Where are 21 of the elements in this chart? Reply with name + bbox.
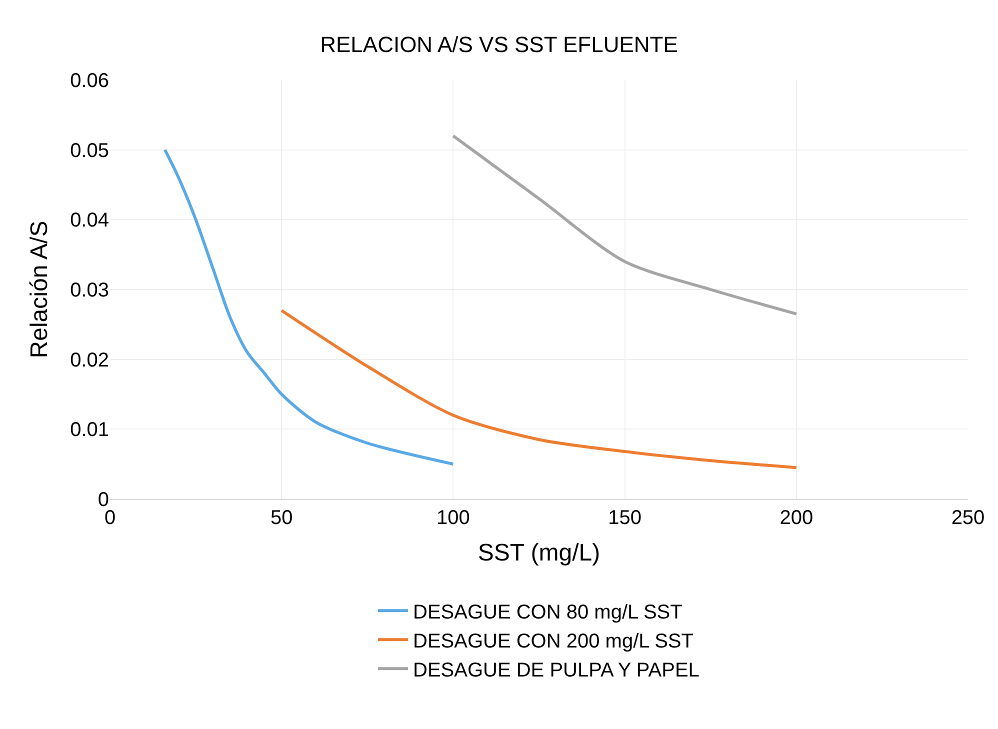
y-tick-label: 0.01 [70, 419, 109, 442]
x-tick-label: 50 [270, 507, 293, 529]
y-tick-label: 0.02 [70, 349, 109, 372]
legend-label: DESAGUE CON 200 mg/L SST [413, 630, 694, 652]
line-series [452, 134, 798, 316]
x-tick-label: 100 [436, 507, 470, 529]
y-tick-label: 0.06 [70, 70, 109, 92]
x-tick-label: 150 [608, 507, 642, 529]
y-tick-label: 0.04 [70, 210, 109, 232]
legend-label: DESAGUE CON 80 mg/L SST [413, 601, 682, 624]
chart-title: RELACION A/S VS SST EFLUENTE [320, 32, 678, 57]
y-tick-label: 0 [98, 489, 109, 511]
x-tick-label: 250 [951, 507, 985, 529]
y-tick-label: 0.05 [70, 140, 109, 162]
line-series [280, 308, 798, 470]
line-series [163, 148, 455, 466]
legend-label: DESAGUE DE PULPA Y PAPEL [413, 659, 700, 682]
y-tick-label: 0.03 [70, 280, 109, 302]
x-axis-title: SST (mg/L) [478, 539, 600, 566]
y-axis-title: Relación A/S [26, 220, 54, 358]
x-tick-label: 200 [780, 507, 814, 529]
